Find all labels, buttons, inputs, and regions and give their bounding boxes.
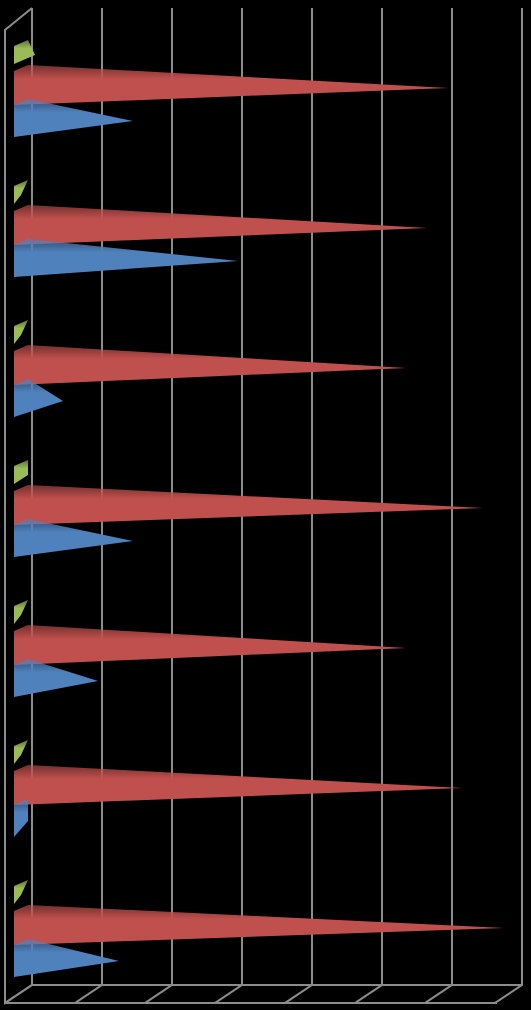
cone-bar — [14, 379, 63, 417]
cone-bar — [14, 740, 28, 764]
cone-bar — [14, 345, 406, 385]
cone-bar — [14, 320, 28, 344]
grid-line — [424, 8, 453, 1004]
grid-line — [4, 8, 33, 1004]
cone-bar — [14, 659, 98, 697]
cone-bar — [14, 880, 28, 904]
cone-bar — [14, 99, 133, 137]
cone-bar — [14, 40, 35, 64]
grid-line — [74, 8, 103, 1004]
cone-bar — [14, 939, 119, 977]
cone-bar — [14, 485, 483, 525]
cone-bar — [14, 460, 28, 484]
cone-bar — [14, 519, 133, 557]
cone-bar — [14, 625, 406, 665]
grid-line — [284, 8, 313, 1004]
grid-line — [214, 8, 243, 1004]
cone-bar — [14, 600, 28, 624]
cone-bar — [14, 65, 448, 105]
grid-line — [144, 8, 173, 1004]
cone-bar — [14, 205, 427, 245]
cone-bar — [14, 765, 462, 805]
cone-bar — [14, 799, 28, 837]
grid-line — [494, 8, 523, 1004]
cone-bar — [14, 905, 504, 945]
cone-bar — [14, 239, 238, 277]
grid-line — [354, 8, 383, 1004]
cone-bar — [14, 180, 28, 204]
